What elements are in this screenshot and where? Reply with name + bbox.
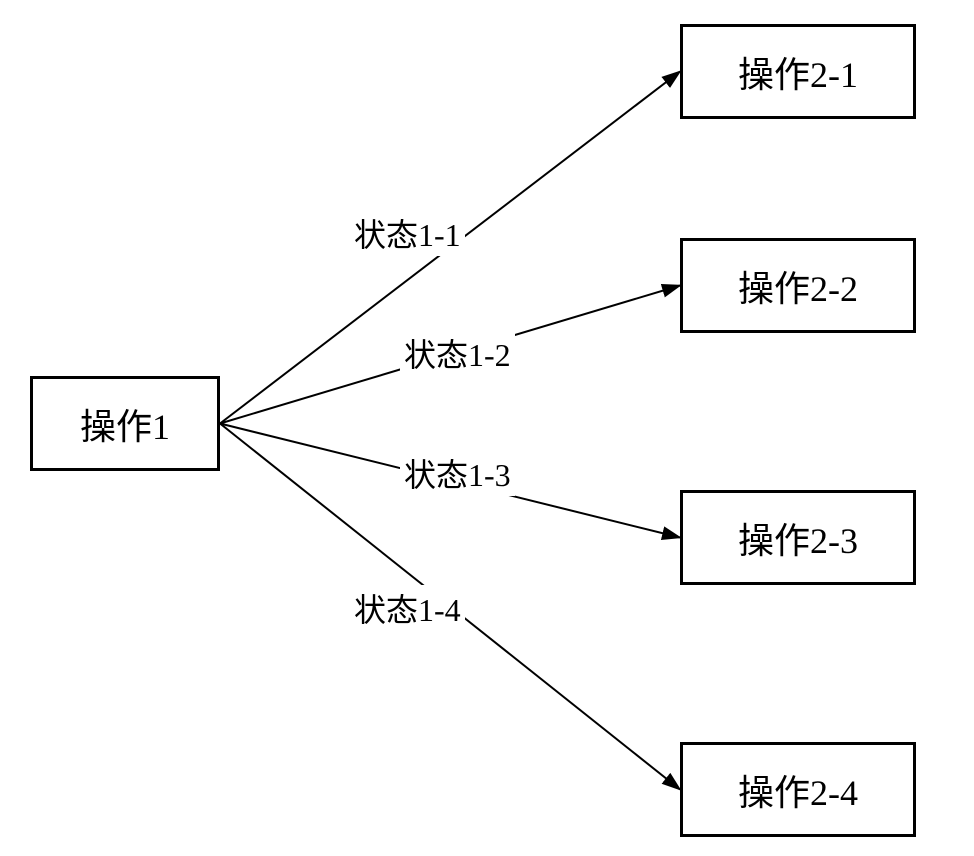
edge-label-3-text: 状态1-3 (404, 457, 511, 493)
node-n21: 操作2-1 (680, 24, 916, 119)
node-n23-label: 操作2-3 (738, 512, 858, 564)
node-n24: 操作2-4 (680, 742, 916, 837)
edge-label-1-text: 状态1-1 (354, 217, 461, 253)
edge-label-4-text: 状态1-4 (354, 592, 461, 628)
node-root: 操作1 (30, 376, 220, 471)
flowchart-diagram: 操作1 操作2-1 操作2-2 操作2-3 操作2-4 状态1-1 状态1-2 … (0, 0, 974, 856)
edge-label-3: 状态1-3 (400, 450, 515, 496)
node-n23: 操作2-3 (680, 490, 916, 585)
edge-label-2: 状态1-2 (400, 330, 515, 376)
edge-label-4: 状态1-4 (350, 585, 465, 631)
node-n22-label: 操作2-2 (738, 260, 858, 312)
node-root-label: 操作1 (80, 398, 170, 450)
node-n21-label: 操作2-1 (738, 46, 858, 98)
edge-label-1: 状态1-1 (350, 210, 465, 256)
node-n22: 操作2-2 (680, 238, 916, 333)
edge-label-2-text: 状态1-2 (404, 337, 511, 373)
node-n24-label: 操作2-4 (738, 764, 858, 816)
